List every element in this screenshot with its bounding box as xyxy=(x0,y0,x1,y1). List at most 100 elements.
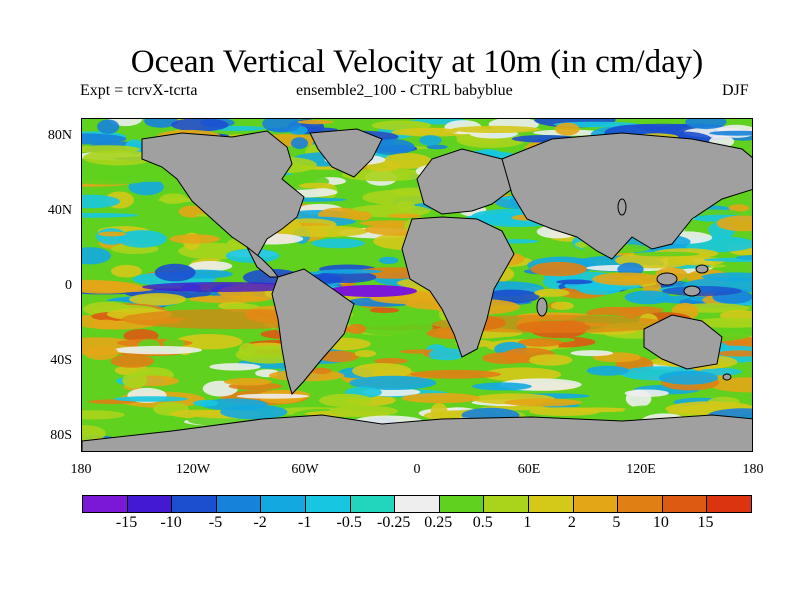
velocity-patch xyxy=(113,345,203,355)
velocity-patch xyxy=(430,403,448,419)
land-mass xyxy=(141,130,305,258)
velocity-patch xyxy=(117,230,167,248)
velocity-patch xyxy=(311,367,332,375)
velocity-patch xyxy=(110,354,155,368)
colorbar-swatch xyxy=(395,496,440,512)
velocity-patch xyxy=(328,405,398,417)
velocity-patch xyxy=(122,372,148,389)
season-label: DJF xyxy=(722,82,749,99)
velocity-patch xyxy=(188,295,269,303)
velocity-patch xyxy=(298,182,334,189)
velocity-patch xyxy=(378,256,399,264)
velocity-patch xyxy=(658,370,719,385)
velocity-patch xyxy=(432,315,672,333)
velocity-patch xyxy=(709,377,752,393)
lon-label: 60E xyxy=(517,462,541,477)
velocity-patch xyxy=(142,282,302,292)
colorbar xyxy=(82,495,752,513)
velocity-patch xyxy=(586,365,629,376)
velocity-patch xyxy=(341,168,428,182)
velocity-patch xyxy=(387,213,421,219)
velocity-patch xyxy=(82,410,125,420)
colorbar-label: 2 xyxy=(567,514,576,531)
velocity-patch xyxy=(369,307,400,313)
velocity-patch xyxy=(735,255,752,261)
colorbar-label: -0.5 xyxy=(336,514,362,531)
land-mass xyxy=(82,414,752,451)
velocity-patch xyxy=(169,234,220,244)
colorbar-swatch xyxy=(662,496,708,512)
lat-label: 40S xyxy=(50,353,72,368)
velocity-patch xyxy=(428,348,466,361)
velocity-patch xyxy=(352,363,412,379)
colorbar-swatch xyxy=(528,496,574,512)
velocity-patch xyxy=(327,285,417,297)
velocity-patch xyxy=(528,354,573,366)
lon-label: 180 xyxy=(70,462,92,477)
velocity-patch xyxy=(371,120,432,131)
velocity-patch xyxy=(306,258,331,268)
lon-label: 0 xyxy=(413,462,421,477)
velocity-patch xyxy=(482,367,562,382)
velocity-patch xyxy=(319,393,373,407)
velocity-patch xyxy=(482,352,531,364)
velocity-patch xyxy=(410,369,502,379)
island xyxy=(536,297,548,317)
colorbar-swatch xyxy=(573,496,619,512)
lat-label: 40N xyxy=(47,203,72,218)
land-mass xyxy=(643,314,723,370)
colorbar-swatch xyxy=(439,496,485,512)
velocity-patch xyxy=(624,290,672,305)
velocity-patch xyxy=(83,345,119,360)
ensemble-label: ensemble2_100 - CTRL babyblue xyxy=(296,82,513,99)
velocity-patch xyxy=(297,119,334,125)
velocity-patch xyxy=(354,350,377,358)
colorbar-swatch xyxy=(216,496,262,512)
velocity-patch xyxy=(517,338,563,347)
velocity-patch xyxy=(624,389,669,397)
velocity-patch xyxy=(220,404,288,420)
velocity-patch xyxy=(728,204,750,212)
island xyxy=(656,272,678,286)
velocity-patch xyxy=(291,137,308,149)
velocity-patch xyxy=(349,375,437,390)
velocity-patch xyxy=(163,338,185,348)
velocity-patch xyxy=(472,382,532,391)
velocity-patch xyxy=(529,407,600,416)
lon-label: 120W xyxy=(175,462,211,477)
lon-label: 120E xyxy=(626,462,656,477)
velocity-patch xyxy=(554,122,580,136)
velocity-patch xyxy=(318,350,360,363)
velocity-patch xyxy=(382,153,432,169)
velocity-patch xyxy=(82,145,140,154)
colorbar-label: -1 xyxy=(297,514,312,531)
velocity-patch xyxy=(401,393,480,404)
velocity-patch xyxy=(570,350,614,357)
colorbar-label: -0.25 xyxy=(377,514,411,531)
lon-label: 180 xyxy=(742,462,764,477)
velocity-patch xyxy=(374,358,408,364)
velocity-patch xyxy=(347,324,367,334)
velocity-patch xyxy=(662,286,742,296)
lat-label: 80S xyxy=(50,428,72,443)
velocity-patch xyxy=(209,363,261,371)
velocity-patch xyxy=(395,201,415,212)
velocity-patch xyxy=(82,279,132,291)
colorbar-swatch xyxy=(172,496,217,512)
land-mass xyxy=(501,132,752,260)
velocity-patch xyxy=(316,269,383,274)
velocity-patch xyxy=(357,319,433,336)
map-plot xyxy=(81,118,753,452)
velocity-patch xyxy=(419,135,442,146)
velocity-patch xyxy=(236,393,309,399)
colorbar-label: 0.25 xyxy=(424,514,453,531)
island xyxy=(722,373,732,381)
velocity-patch xyxy=(97,119,120,134)
velocity-patch xyxy=(451,125,541,133)
velocity-patch xyxy=(82,425,106,442)
map-canvas xyxy=(82,119,752,451)
colorbar-swatch xyxy=(127,496,173,512)
velocity-patch xyxy=(426,144,448,150)
lon-label: 60W xyxy=(291,462,319,477)
velocity-patch xyxy=(157,197,200,203)
